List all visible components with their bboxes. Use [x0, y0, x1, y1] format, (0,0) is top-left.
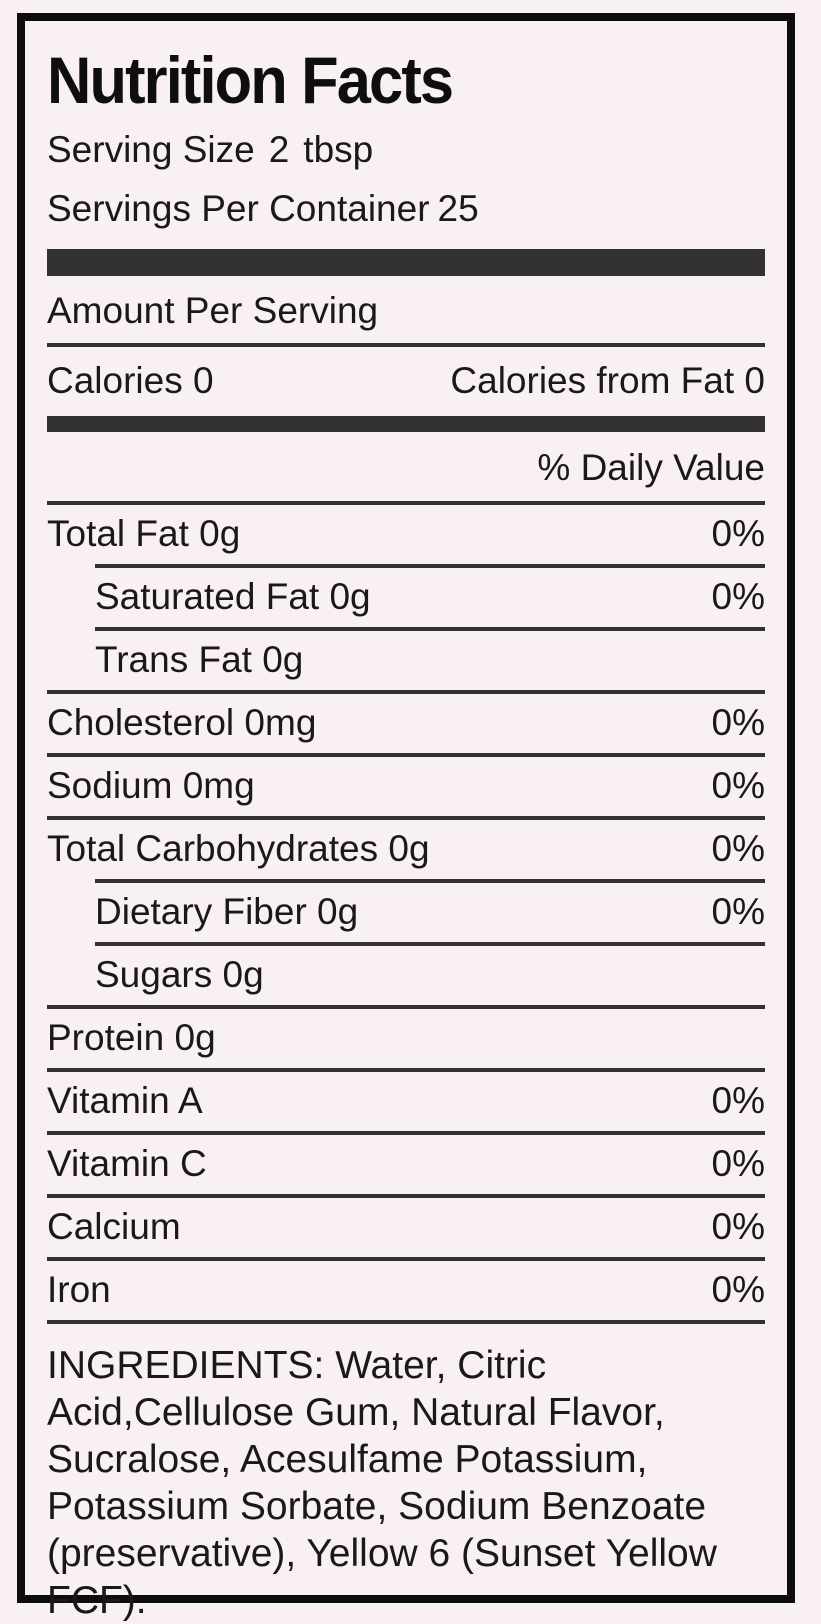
serving-size-value: 2	[268, 129, 290, 170]
nutrient-name: Protein 0g	[47, 1017, 216, 1058]
nutrient-row: Vitamin C 0%	[47, 1131, 765, 1194]
nutrient-name: Vitamin C	[47, 1143, 207, 1184]
servings-per-container-line: Servings Per Container 25	[47, 190, 765, 227]
nutrient-daily-value: 0%	[711, 1080, 765, 1121]
nutrient-row: Trans Fat 0g	[95, 627, 765, 690]
nutrient-name: Calcium	[47, 1206, 181, 1247]
nutrient-daily-value: 0%	[711, 765, 765, 806]
nutrient-row: Sugars 0g	[95, 942, 765, 1005]
nutrient-row: Vitamin A 0%	[47, 1068, 765, 1131]
serving-size-unit: tbsp	[303, 129, 374, 170]
divider-bar-thick	[47, 249, 765, 276]
serving-size-line: Serving Size 2 tbsp	[47, 131, 765, 168]
divider-bar-thin	[47, 416, 765, 432]
nutrient-daily-value: 0%	[711, 1269, 765, 1310]
nutrient-row: Cholesterol 0mg 0%	[47, 690, 765, 753]
nutrient-row: Dietary Fiber 0g 0%	[95, 879, 765, 942]
calories-from-fat: Calories from Fat 0	[450, 362, 765, 399]
nutrient-daily-value: 0%	[711, 576, 765, 617]
nutrient-daily-value: 0%	[711, 891, 765, 932]
nutrient-name: Cholesterol 0mg	[47, 702, 317, 743]
ingredients-text: INGREDIENTS: Water, Citric Acid,Cellulos…	[47, 1320, 765, 1624]
nutrient-name: Total Fat 0g	[47, 513, 241, 554]
nutrient-name: Trans Fat 0g	[95, 639, 304, 680]
nutrient-row: Protein 0g	[47, 1005, 765, 1068]
nutrient-name: Sugars 0g	[95, 954, 264, 995]
servings-per-container-value: 25	[437, 188, 479, 229]
nutrient-name: Vitamin A	[47, 1080, 203, 1121]
nutrient-name: Sodium 0mg	[47, 765, 255, 806]
label-title: Nutrition Facts	[47, 43, 454, 117]
nutrient-daily-value: 0%	[711, 513, 765, 554]
nutrient-daily-value: 0%	[711, 828, 765, 869]
servings-per-container-label: Servings Per Container	[47, 188, 430, 229]
serving-size-label: Serving Size	[47, 129, 255, 170]
nutrient-row: Total Carbohydrates 0g 0%	[47, 816, 765, 879]
calories-from-fat-value: 0	[744, 360, 765, 401]
nutrient-row: Total Fat 0g 0%	[47, 505, 765, 564]
calories-from-fat-label: Calories from Fat	[450, 360, 735, 401]
nutrient-name: Dietary Fiber 0g	[95, 891, 359, 932]
daily-value-header: % Daily Value	[47, 432, 765, 505]
nutrition-facts-label: Nutrition Facts Serving Size 2 tbsp Servin…	[17, 13, 795, 1622]
nutrient-table: Total Fat 0g 0% Saturated Fat 0g 0% Tran…	[47, 505, 765, 1320]
nutrient-name: Saturated Fat 0g	[95, 576, 371, 617]
nutrient-row: Sodium 0mg 0%	[47, 753, 765, 816]
nutrient-name: Total Carbohydrates 0g	[47, 828, 430, 869]
calories-label: Calories	[47, 360, 183, 401]
calories-value: 0	[193, 360, 214, 401]
calories: Calories 0	[47, 362, 214, 399]
nutrient-row: Saturated Fat 0g 0%	[95, 564, 765, 627]
nutrient-row: Calcium 0%	[47, 1194, 765, 1257]
nutrient-row: Iron 0%	[47, 1257, 765, 1320]
nutrient-daily-value: 0%	[711, 1143, 765, 1184]
calories-row: Calories 0 Calories from Fat 0	[47, 347, 765, 416]
nutrient-daily-value: 0%	[711, 702, 765, 743]
amount-per-serving: Amount Per Serving	[47, 276, 765, 347]
nutrient-daily-value: 0%	[711, 1206, 765, 1247]
nutrient-name: Iron	[47, 1269, 111, 1310]
